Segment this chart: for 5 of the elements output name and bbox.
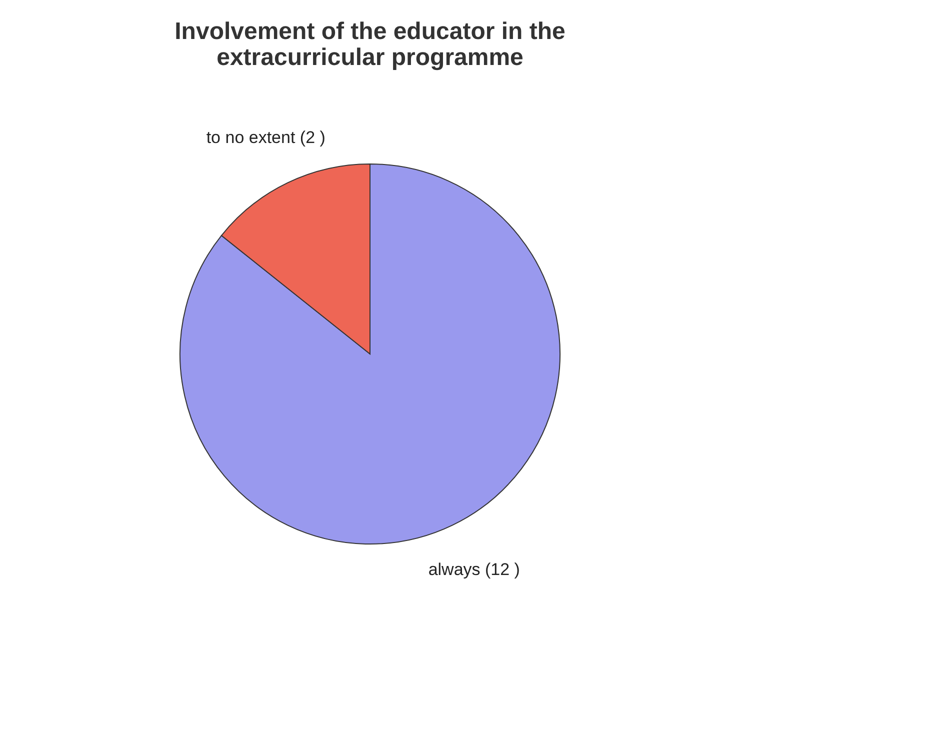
slice-label: to no extent (2 ) [206, 128, 326, 147]
text: Involvement of the educator in the [174, 18, 566, 45]
text: extracurricular programme [216, 44, 524, 71]
pie-slice [180, 164, 560, 544]
slice-label: always (12 ) [428, 560, 520, 580]
